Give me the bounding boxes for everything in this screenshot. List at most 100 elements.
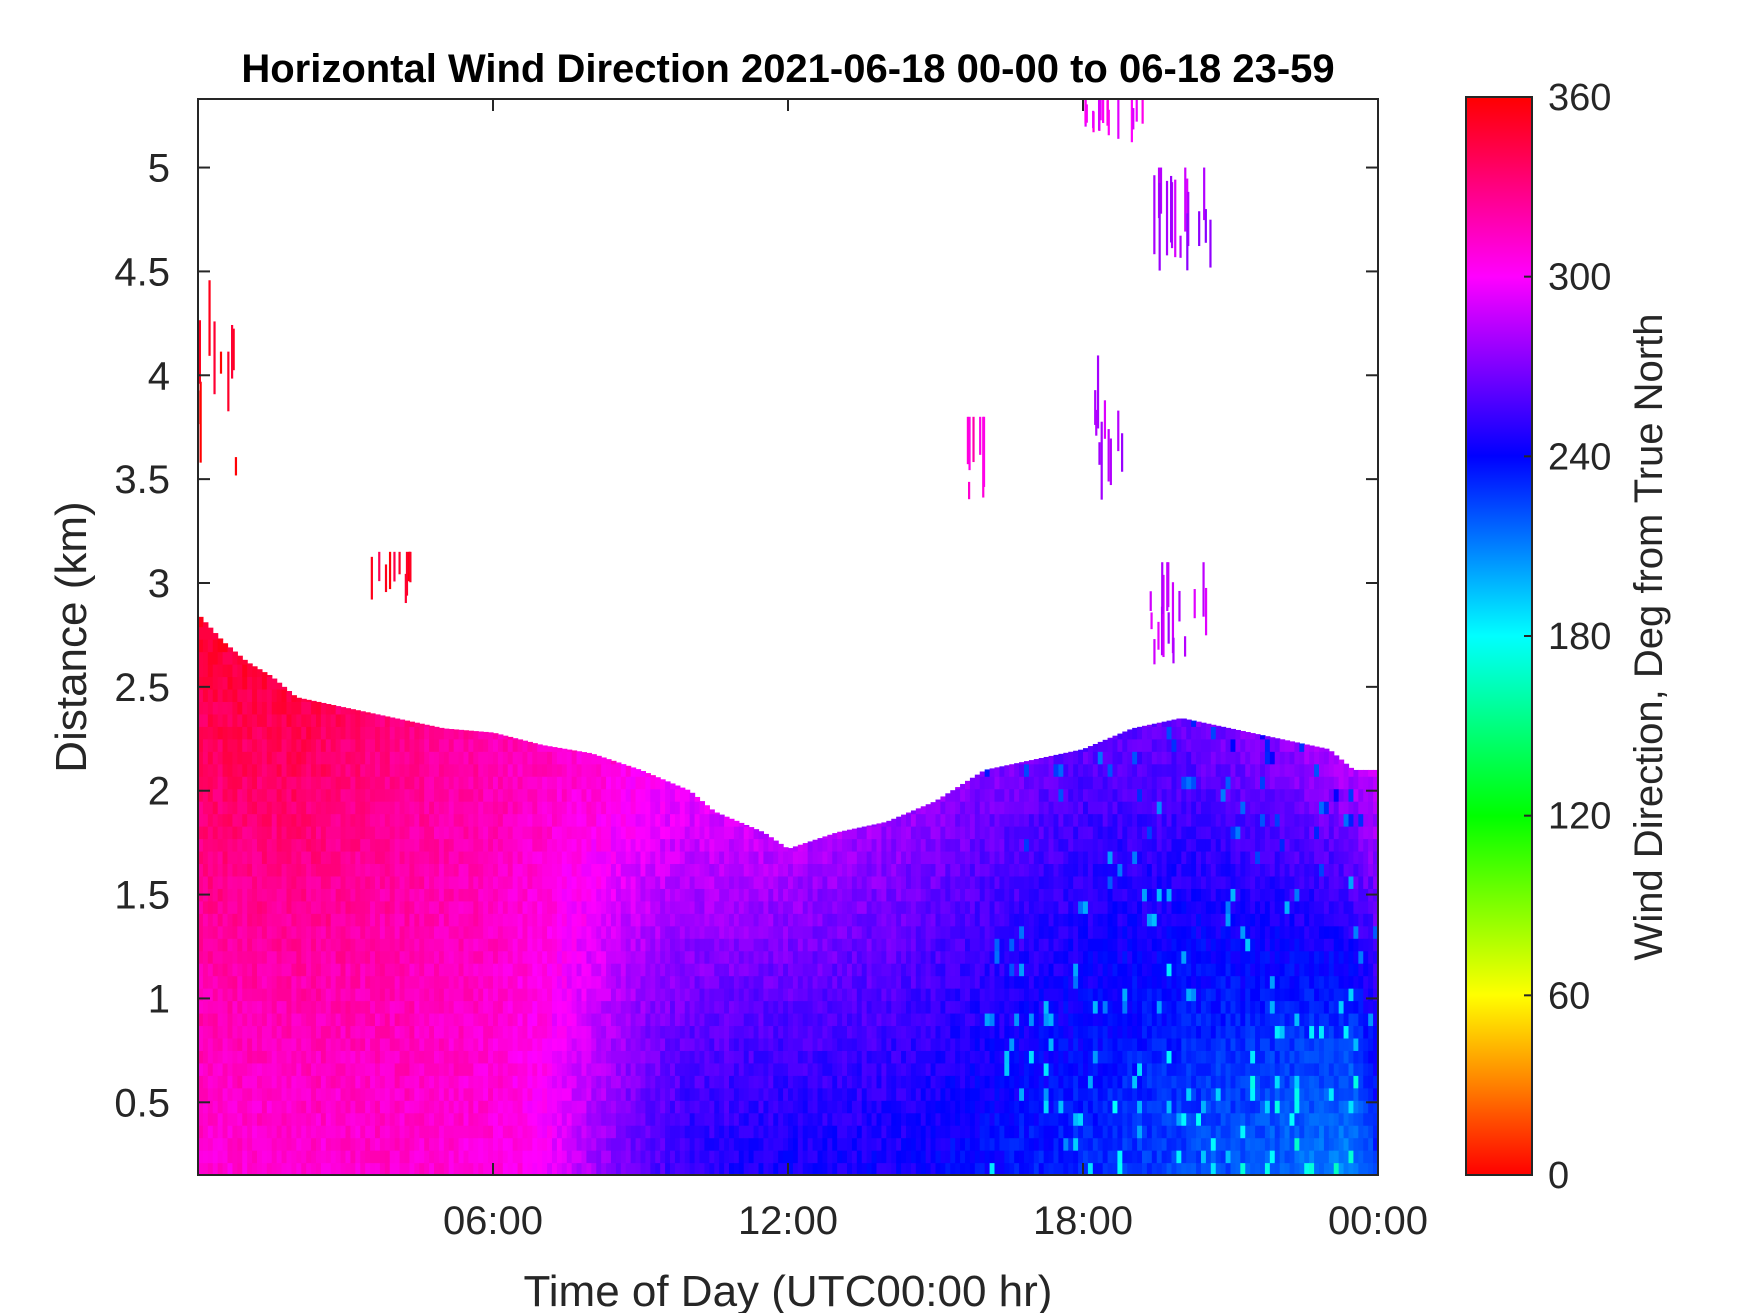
heat-cell (202, 826, 209, 840)
heat-cell (370, 963, 376, 977)
heat-cell (689, 913, 696, 927)
heat-cell (271, 713, 278, 727)
heat-cell (212, 1087, 219, 1101)
heat-cell (507, 863, 514, 877)
heat-cell (365, 801, 371, 815)
heat-cell (261, 913, 268, 927)
heat-cell (753, 963, 760, 977)
heat-cell (222, 676, 229, 690)
heat-cell (650, 900, 656, 914)
heat-cell (247, 863, 253, 877)
heat-cell (306, 850, 312, 865)
heat-cell (370, 738, 376, 752)
heat-cell (281, 975, 288, 989)
heat-cell (276, 963, 283, 977)
heat-cell (601, 863, 607, 877)
heat-cell (281, 838, 288, 852)
heat-cell (375, 1125, 381, 1139)
heat-cell (365, 1087, 371, 1101)
heat-cell (724, 1025, 730, 1039)
heat-cell (453, 863, 460, 877)
heat-cell (556, 1050, 563, 1064)
heat-cell (198, 776, 204, 790)
heat-cell (670, 975, 676, 989)
heat-cell (743, 1025, 750, 1039)
heat-cell (802, 863, 809, 877)
heat-cell (493, 1100, 499, 1114)
heat-cell (650, 838, 656, 852)
heat-cell (674, 1112, 681, 1126)
heat-cell (832, 963, 838, 977)
heat-cell (212, 688, 219, 702)
heat-cell (566, 938, 573, 952)
heat-cell (650, 888, 656, 902)
heat-cell (488, 925, 494, 939)
heat-cell (394, 1025, 401, 1039)
heat-cell (375, 938, 381, 952)
heat-cell (493, 1137, 499, 1151)
heat-cell (753, 988, 760, 1002)
heat-cell (311, 701, 317, 715)
heat-cell (443, 1162, 450, 1175)
heat-cell (252, 875, 258, 889)
heat-cell (276, 875, 283, 889)
heat-cell (876, 1000, 883, 1014)
heat-cell (202, 713, 209, 727)
heat-cell (237, 988, 243, 1002)
heat-cell (596, 925, 602, 939)
heat-cell (301, 900, 307, 914)
heat-cell (345, 963, 352, 977)
heat-cell (861, 913, 868, 927)
heat-cell (665, 1162, 671, 1175)
heat-cell (212, 863, 219, 877)
heat-cell (453, 1062, 460, 1076)
heat-cell (257, 701, 263, 715)
heat-cell (517, 1050, 524, 1064)
heat-cell (851, 1112, 858, 1126)
heat-cell (876, 850, 883, 865)
heat-cell (743, 1050, 750, 1064)
heat-cell (429, 888, 435, 902)
heat-cell (227, 1062, 234, 1076)
heat-cell (330, 963, 337, 977)
heat-cell (360, 1037, 366, 1051)
heat-cell (379, 801, 386, 815)
heat-cell (399, 1000, 406, 1014)
heat-cell (615, 925, 622, 939)
heat-cell (694, 938, 701, 952)
heat-cell (379, 763, 386, 777)
heat-cell (876, 826, 883, 840)
heat-cell (242, 1075, 248, 1089)
heat-cell (547, 801, 553, 815)
heat-cell (291, 1125, 297, 1139)
heat-cell (340, 1087, 347, 1101)
heat-cell (768, 925, 774, 939)
heat-cell (207, 688, 214, 702)
heat-cell (320, 1037, 327, 1051)
heat-cell (620, 1037, 627, 1051)
heat-cell (360, 988, 366, 1002)
heat-cell (743, 1162, 750, 1175)
heat-cell (527, 875, 533, 889)
heat-cell (512, 1137, 519, 1151)
heat-cell (547, 1150, 553, 1164)
heat-cell (217, 1025, 224, 1039)
heat-cell (689, 813, 696, 827)
heat-cell (399, 1025, 406, 1039)
heat-cell (384, 813, 391, 827)
heat-cell (261, 788, 268, 802)
heat-cell (635, 1025, 642, 1039)
heat-cell (837, 1162, 843, 1175)
heat-cell (625, 1050, 632, 1064)
heat-cell (552, 763, 558, 777)
heat-cell (330, 738, 337, 752)
heat-cell (227, 676, 234, 690)
heat-cell (537, 1000, 543, 1014)
heat-cell (665, 826, 671, 840)
heat-cell (252, 1150, 258, 1164)
heat-cell (247, 900, 253, 914)
heat-cell (375, 875, 381, 889)
heat-cell (429, 1050, 435, 1064)
heat-cell (817, 875, 824, 889)
heat-cell (473, 738, 479, 752)
